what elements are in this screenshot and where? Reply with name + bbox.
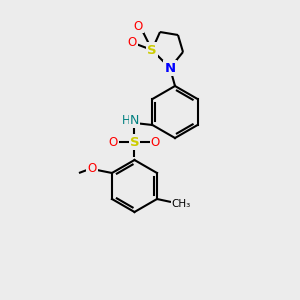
- Text: S: S: [147, 44, 157, 56]
- Text: N: N: [164, 61, 175, 74]
- Text: H: H: [122, 113, 131, 127]
- Text: O: O: [109, 136, 118, 148]
- Text: CH₃: CH₃: [171, 199, 190, 209]
- Text: O: O: [87, 161, 97, 175]
- Text: N: N: [130, 113, 139, 127]
- Text: S: S: [130, 136, 139, 148]
- Text: O: O: [134, 20, 142, 32]
- Text: O: O: [151, 136, 160, 148]
- Text: O: O: [128, 35, 136, 49]
